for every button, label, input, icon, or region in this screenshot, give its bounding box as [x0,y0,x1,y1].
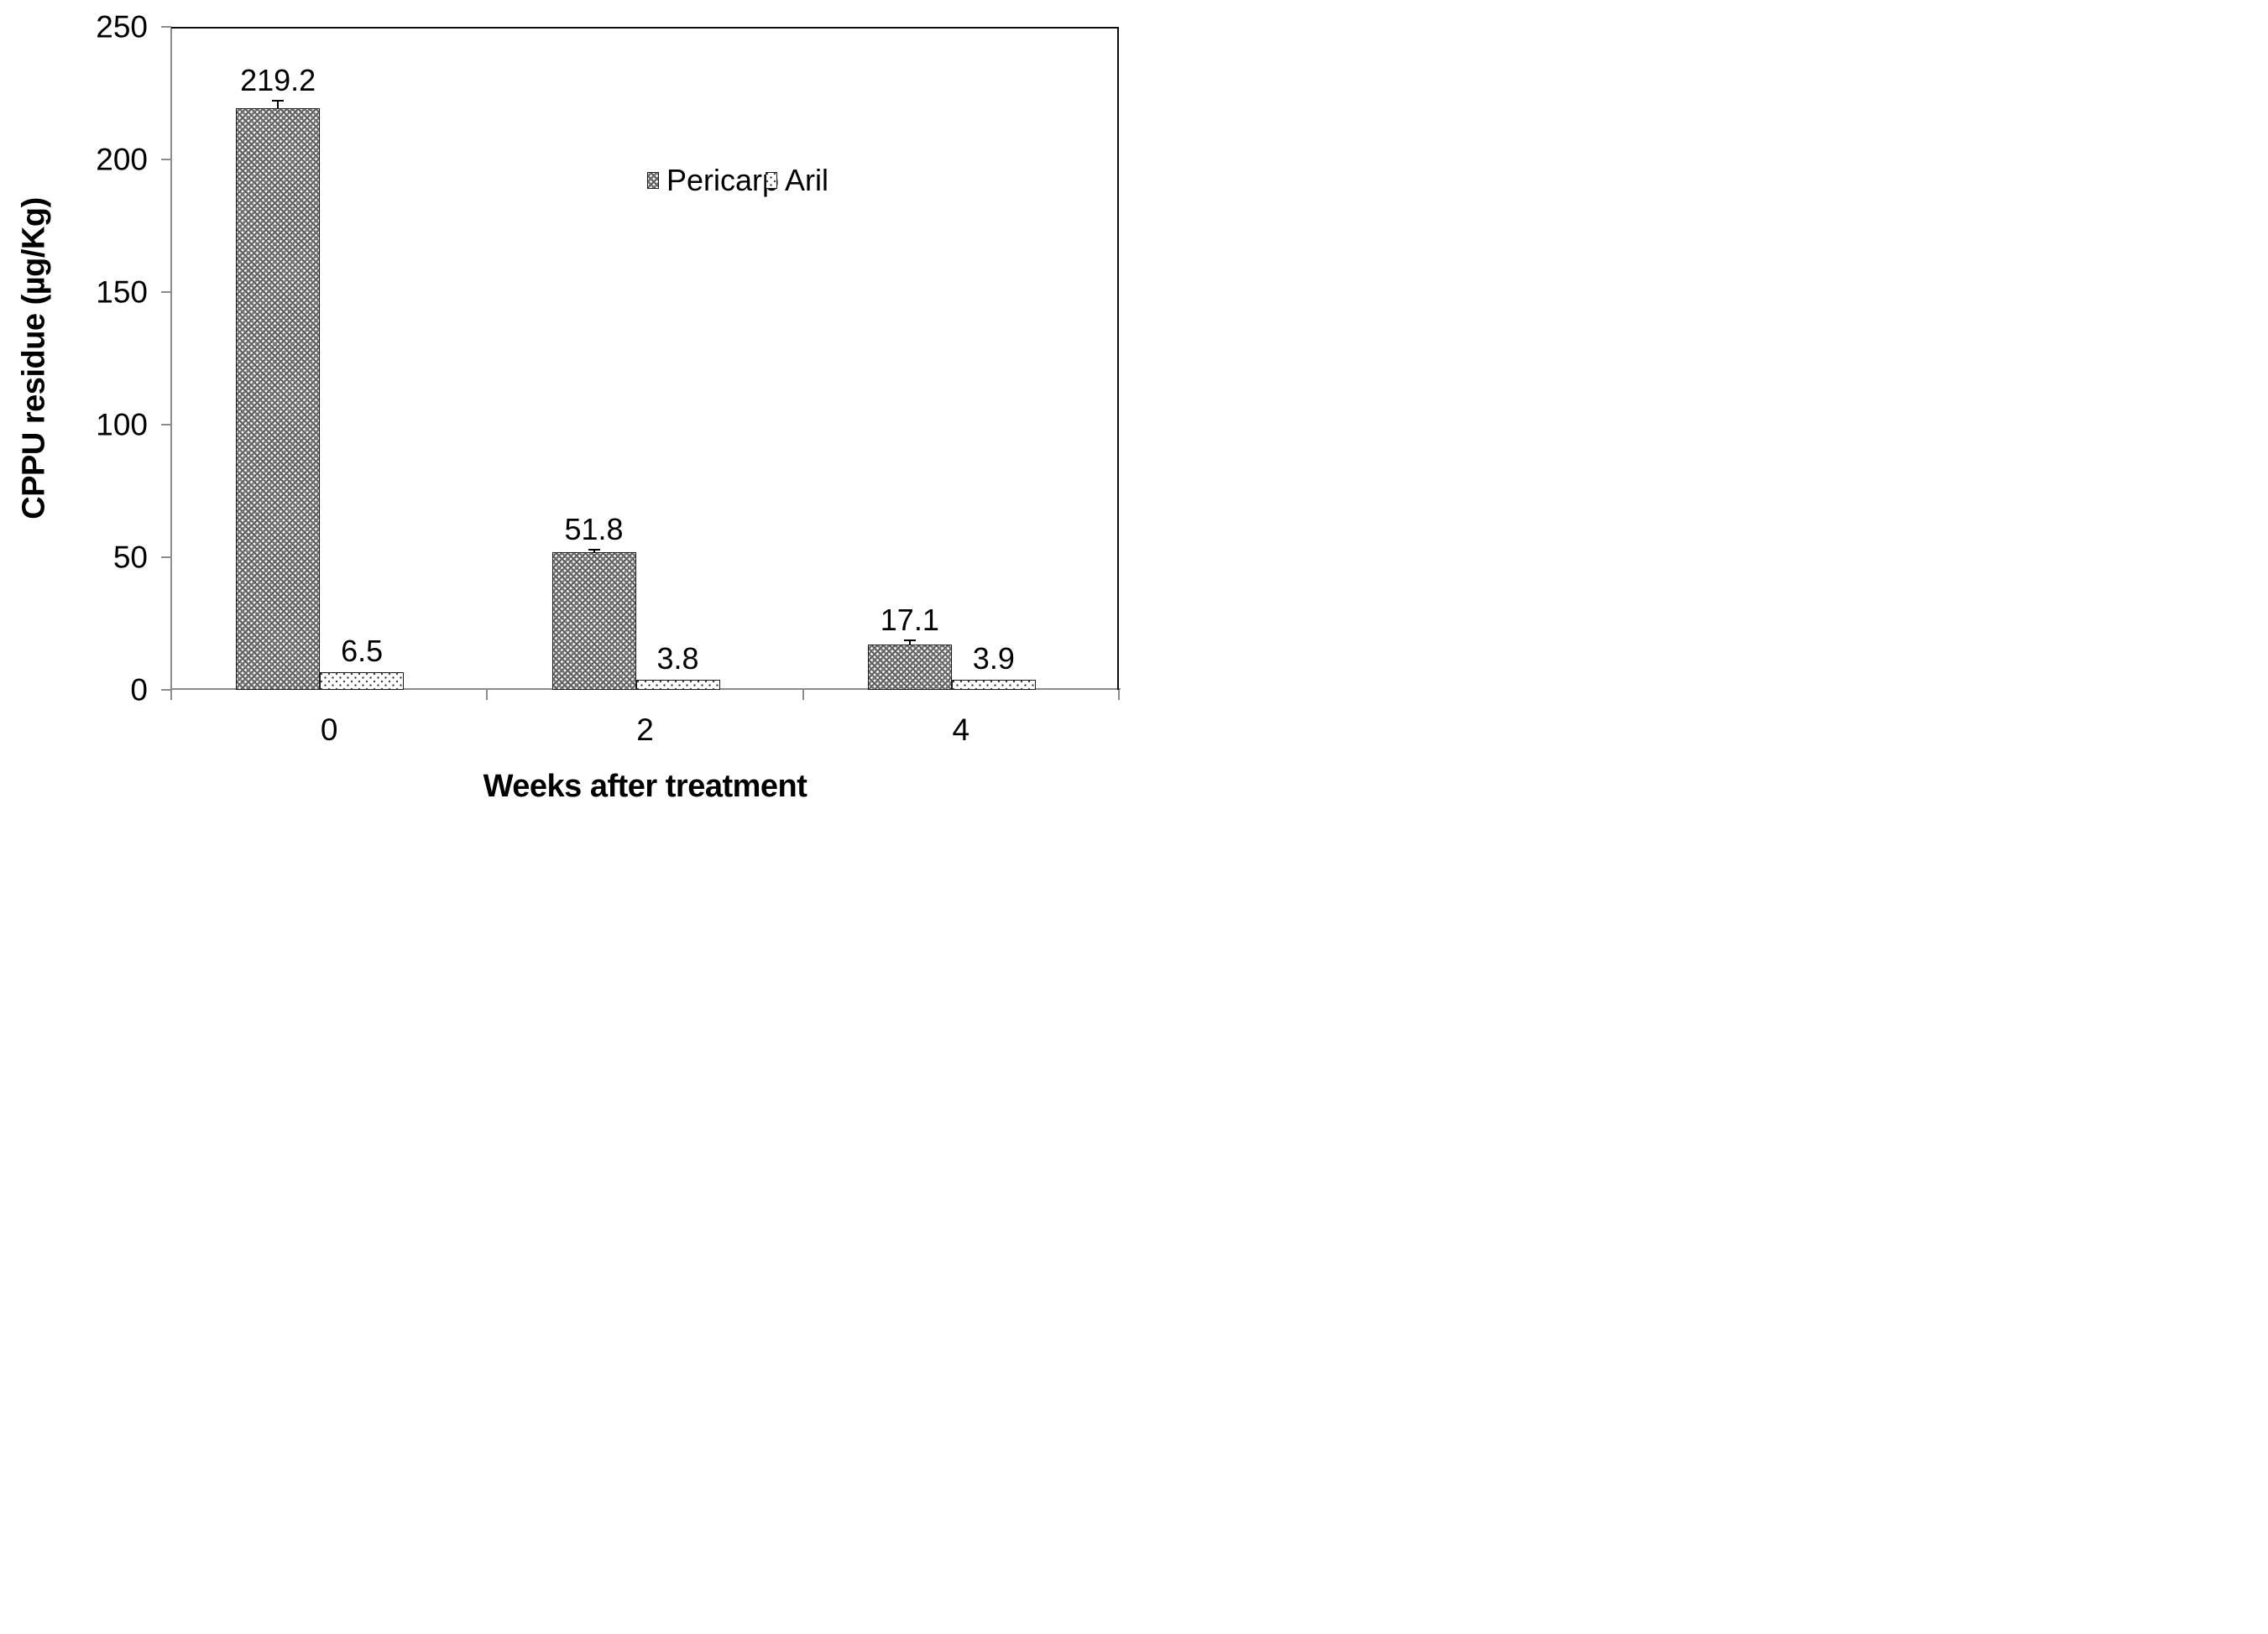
error-bar-cap [588,548,600,551]
data-label: 3.9 [972,640,1015,676]
error-bar-stem [277,102,280,109]
y-tick-mark [161,291,171,293]
bar-pericarp-week-0 [236,108,321,690]
legend-item-aril: Aril [766,164,828,196]
x-axis-title: Weeks after treatment [483,769,807,804]
data-label: 51.8 [564,511,624,546]
error-bar-cap [272,100,285,102]
y-tick-label: 0 [130,672,148,707]
legend-label-aril: Aril [785,163,828,197]
bar-aril-week-2 [635,680,720,690]
data-label: 17.1 [880,602,939,637]
x-tick-mark [170,690,172,700]
x-category-label: 2 [636,713,654,747]
error-bar-stem [908,640,911,645]
bar-aril-week-4 [951,679,1036,690]
legend-item-pericarp: Pericarp [647,164,779,196]
plot-area: Pericarp Aril 219.2 51.8 17.1 6.5 3.8 3.9 [171,27,1119,690]
x-tick-mark [1118,690,1120,700]
aril-swatch-icon [766,172,777,189]
error-bar-cap [903,639,916,641]
data-label: 3.8 [656,641,699,676]
y-tick-mark [161,424,171,425]
chart-canvas: CPPU residue (µg/Kg) Pericarp Aril 219.2… [0,0,1134,817]
y-tick-mark [161,556,171,558]
bar-pericarp-week-2 [551,552,636,690]
y-tick-label: 100 [96,407,148,442]
data-label: 6.5 [341,634,384,669]
error-bar-stem [593,550,595,553]
bar-aril-week-0 [320,672,405,690]
data-label: 219.2 [240,63,316,98]
x-category-label: 0 [320,713,338,747]
y-tick-mark [161,689,171,691]
x-tick-mark [486,690,489,700]
y-tick-label: 50 [112,540,148,575]
bar-pericarp-week-4 [867,644,952,690]
y-axis-line [170,27,172,700]
x-category-label: 4 [952,713,970,747]
y-tick-label: 200 [96,142,148,177]
pericarp-swatch-icon [647,172,659,189]
y-axis-title: CPPU residue (µg/Kg) [16,197,52,519]
y-tick-mark [161,26,171,28]
legend-label-pericarp: Pericarp [666,163,780,197]
y-tick-mark [161,159,171,160]
x-tick-mark [802,690,804,700]
y-tick-label: 150 [96,274,148,310]
y-tick-label: 250 [96,9,148,44]
